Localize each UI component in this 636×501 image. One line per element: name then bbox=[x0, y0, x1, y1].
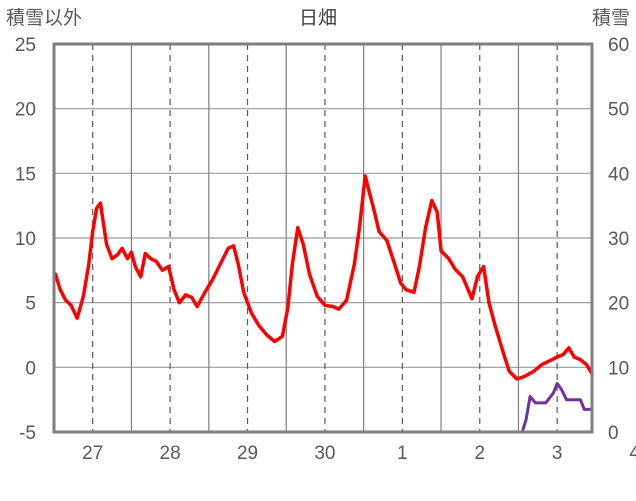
x-tick-label: 30 bbox=[314, 443, 335, 464]
right-y-tick-label: 50 bbox=[608, 100, 629, 121]
x-tick-label: 4 bbox=[629, 443, 636, 464]
right-y-tick-label: 60 bbox=[608, 35, 629, 56]
series-lines bbox=[53, 174, 594, 434]
primary-series-line bbox=[53, 174, 594, 381]
right-y-tick-label: 40 bbox=[608, 164, 629, 185]
left-y-tick-label: 20 bbox=[15, 100, 36, 121]
left-axis-label: 積雪以外 bbox=[6, 7, 82, 29]
left-y-tick-label: 25 bbox=[15, 35, 36, 56]
left-y-tick-label: 15 bbox=[15, 164, 36, 185]
left-y-tick-label: 10 bbox=[15, 229, 36, 250]
x-tick-label: 3 bbox=[552, 443, 563, 464]
left-y-tick-label: -5 bbox=[19, 423, 36, 444]
x-tick-label: 29 bbox=[237, 443, 258, 464]
right-y-tick-label: 30 bbox=[608, 229, 629, 250]
plot-area-frame bbox=[52, 42, 594, 434]
chart-title: 日畑 bbox=[299, 7, 337, 29]
right-y-tick-label: 20 bbox=[608, 294, 629, 315]
snow-depth-line bbox=[54, 382, 594, 434]
x-tick-label: 2 bbox=[474, 443, 485, 464]
x-tick-label: 28 bbox=[160, 443, 181, 464]
x-tick-label: 27 bbox=[82, 443, 103, 464]
x-tick-label: 1 bbox=[397, 443, 408, 464]
left-y-tick-label: 5 bbox=[25, 294, 36, 315]
right-y-tick-label: 0 bbox=[608, 423, 619, 444]
right-y-tick-label: 10 bbox=[608, 358, 629, 379]
left-y-tick-label: 0 bbox=[25, 358, 36, 379]
right-axis-label: 積雪 bbox=[592, 7, 630, 29]
